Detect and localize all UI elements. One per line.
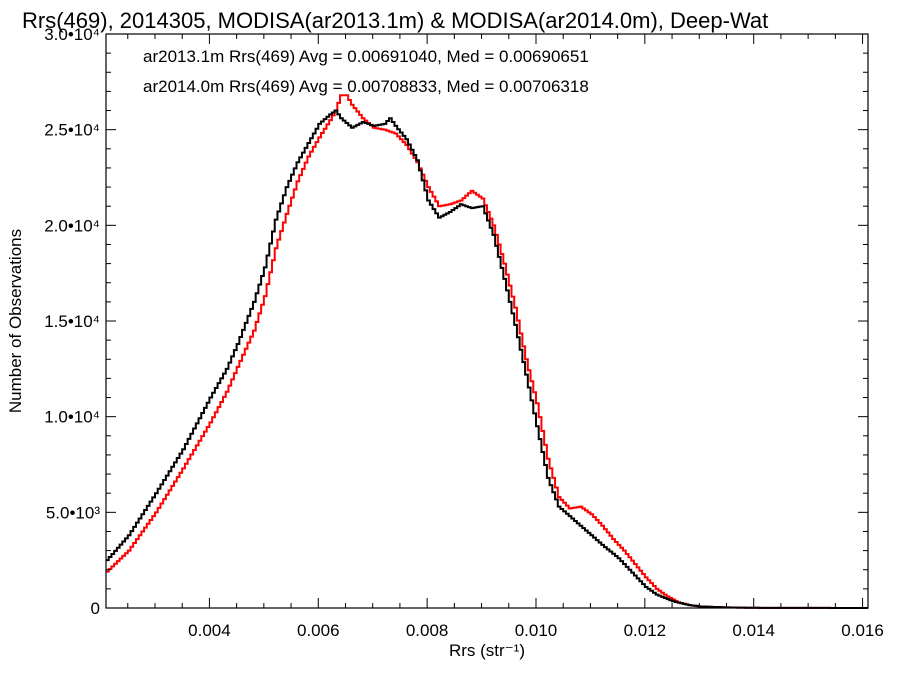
x-tick-label: 0.004	[188, 621, 231, 640]
x-tick-label: 0.016	[841, 621, 884, 640]
x-tick-label: 0.008	[406, 621, 449, 640]
y-axis-label: Number of Observations	[6, 229, 25, 413]
series-line-ar2013.1m	[106, 109, 868, 609]
chart-title: Rrs(469), 2014305, MODISA(ar2013.1m) & M…	[22, 8, 768, 33]
legend-entry-ar2014: ar2014.0m Rrs(469) Avg = 0.00708833, Med…	[143, 77, 589, 96]
x-axis: 0.004 0.006 0.008 0.010 0.012 0.014 0.016	[127, 34, 884, 640]
x-tick-label: 0.012	[624, 621, 667, 640]
y-tick-label: 3.0•10⁴	[44, 25, 100, 44]
y-tick-label: 0	[91, 599, 100, 618]
y-tick-label: 2.0•10⁴	[44, 216, 100, 235]
x-tick-label: 0.006	[297, 621, 340, 640]
y-tick-label: 1.5•10⁴	[44, 312, 100, 331]
y-tick-label: 5.0•10³	[46, 503, 100, 522]
x-tick-label: 0.014	[732, 621, 775, 640]
x-tick-label: 0.010	[515, 621, 558, 640]
series-layer	[106, 94, 868, 609]
legend-entry-ar2013: ar2013.1m Rrs(469) Avg = 0.00691040, Med…	[143, 47, 589, 66]
y-tick-label: 1.0•10⁴	[44, 408, 100, 427]
x-axis-label: Rrs (str⁻¹)	[449, 641, 525, 660]
y-tick-label: 2.5•10⁴	[44, 121, 100, 140]
y-axis: 0 5.0•10³ 1.0•10⁴ 1.5•10⁴ 2.0•10⁴ 2.5•10⁴ 3.0•…	[44, 25, 868, 618]
